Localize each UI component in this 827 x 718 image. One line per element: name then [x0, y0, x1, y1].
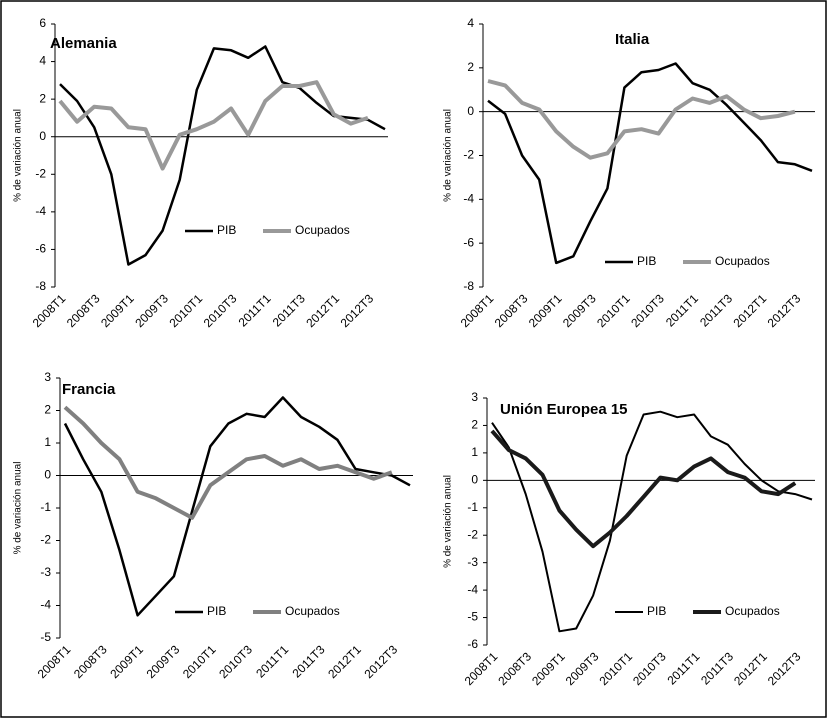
chart-title: Alemania	[50, 35, 117, 52]
y-tick-label: -1	[40, 500, 51, 514]
chart-title: Italia	[615, 31, 650, 48]
y-tick-label: -4	[35, 204, 46, 218]
y-tick-label: 2	[471, 418, 478, 432]
y-tick-label: -4	[467, 582, 478, 596]
series-line	[487, 62, 813, 265]
legend-label: PIB	[217, 223, 236, 237]
legend-label: PIB	[207, 604, 226, 618]
series-line	[63, 396, 411, 617]
y-tick-label: 2	[467, 60, 474, 74]
legend-label: PIB	[647, 604, 666, 618]
y-tick-label: -8	[35, 279, 46, 293]
y-tick-label: 0	[44, 468, 51, 482]
y-tick-label: 0	[471, 473, 478, 487]
y-tick-label: 2	[44, 403, 51, 417]
series-line	[490, 429, 797, 549]
legend-label: PIB	[637, 254, 656, 268]
y-tick-label: 3	[471, 390, 478, 404]
y-tick-label: -2	[35, 166, 46, 180]
chart-title: Unión Europea 15	[500, 401, 628, 418]
y-tick-label: 4	[39, 54, 46, 68]
y-tick-label: 3	[44, 370, 51, 384]
series-line	[58, 80, 369, 171]
y-tick-label: 1	[471, 445, 478, 459]
y-axis-label: % de variación anual	[443, 109, 454, 202]
y-tick-label: 0	[467, 104, 474, 118]
y-tick-label: -2	[40, 533, 51, 547]
y-axis-label: % de variación anual	[443, 475, 454, 568]
y-tick-label: 0	[39, 129, 46, 143]
y-tick-label: -8	[463, 279, 474, 293]
series-line	[491, 410, 813, 633]
y-tick-label: 1	[44, 435, 51, 449]
y-tick-label: -6	[35, 242, 46, 256]
y-tick-label: -4	[463, 192, 474, 206]
y-tick-label: -4	[40, 598, 51, 612]
y-tick-label: -3	[40, 565, 51, 579]
y-tick-label: -2	[463, 148, 474, 162]
y-axis-label: % de variación anual	[13, 462, 24, 555]
legend-label: Ocupados	[725, 604, 780, 618]
y-tick-label: -3	[467, 555, 478, 569]
y-tick-label: -6	[463, 235, 474, 249]
legend-label: Ocupados	[285, 604, 340, 618]
legend-label: Ocupados	[295, 223, 350, 237]
series-line	[487, 79, 796, 160]
y-tick-label: -1	[467, 500, 478, 514]
series-line	[59, 45, 386, 266]
y-tick-label: 4	[467, 16, 474, 30]
y-tick-label: 2	[39, 91, 46, 105]
y-axis-label: % de variación anual	[13, 109, 24, 202]
y-tick-label: -6	[467, 637, 478, 651]
series-line	[63, 405, 393, 520]
y-tick-label: -5	[40, 630, 51, 644]
y-tick-label: -2	[467, 527, 478, 541]
y-tick-label: -5	[467, 610, 478, 624]
legend-label: Ocupados	[715, 254, 770, 268]
chart-title: Francia	[62, 381, 116, 398]
y-tick-label: 6	[39, 16, 46, 30]
